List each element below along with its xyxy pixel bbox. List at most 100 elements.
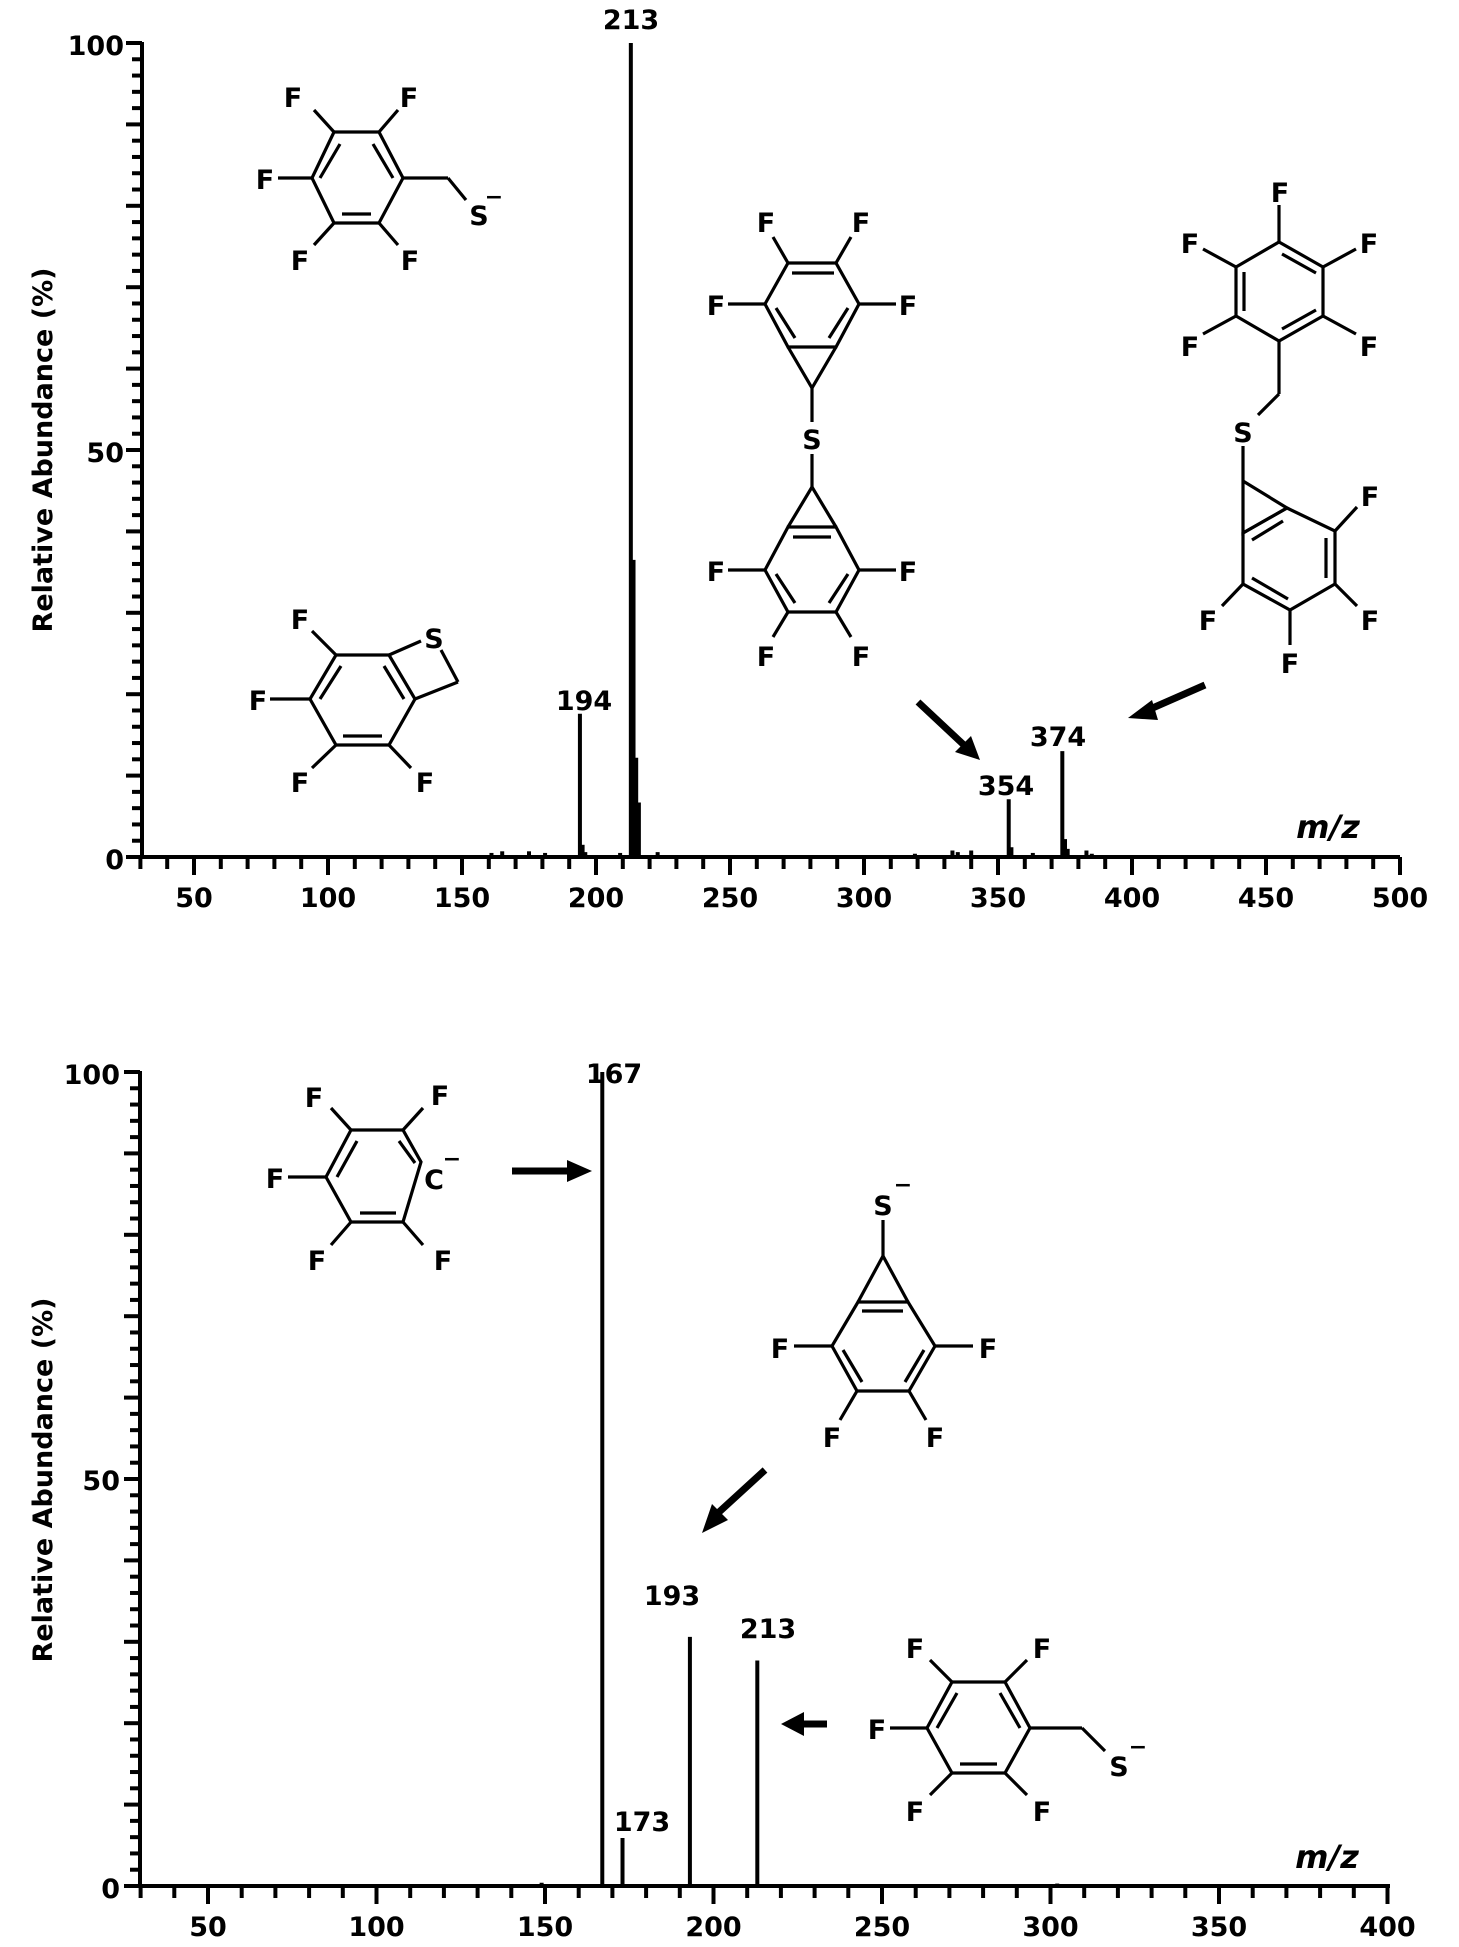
svg-text:F: F [291,246,309,277]
svg-text:F: F [305,1083,323,1114]
x-tick-label: 400 [1359,1912,1415,1943]
svg-text:F: F [256,165,274,196]
svg-text:S: S [802,425,821,456]
x-tick-label: 450 [1238,883,1294,914]
top-x-tick-labels: 50 100 150 200 250 300 350 400 450 500 [175,883,1428,914]
x-tick-label: 100 [300,883,356,914]
top-spectrum: Relative Abundance (%) 100 50 0 50 100 150… [28,5,1428,914]
svg-text:F: F [899,291,917,322]
svg-text:F: F [1033,1634,1051,1665]
svg-text:F: F [906,1797,924,1828]
arrow-to-354 [915,699,980,760]
svg-text:F: F [979,1334,997,1365]
svg-text:F: F [771,1334,789,1365]
svg-text:F: F [284,83,302,114]
svg-text:F: F [1361,482,1379,513]
svg-text:F: F [416,768,434,799]
top-y-label-0: 0 [105,845,124,876]
svg-text:−: − [894,1173,912,1198]
svg-text:F: F [926,1423,944,1454]
bottom-y-ticks [124,1070,140,1888]
svg-text:F: F [1199,606,1217,637]
x-tick-label: 50 [175,883,213,914]
svg-text:F: F [431,1081,449,1112]
svg-text:F: F [1271,178,1289,209]
bottom-spectrum: Relative Abundance (%) 100 50 0 50 100 150… [28,1059,1416,1943]
structure-pentafluorobenzyl-thiolate-top: F F F F F S − [256,83,503,277]
svg-text:S: S [1109,1752,1128,1783]
top-peak-label-354: 354 [978,771,1034,802]
top-peak-label-213: 213 [603,5,659,36]
svg-text:F: F [1360,229,1378,260]
svg-text:F: F [308,1246,326,1277]
structure-pentafluorophenyl-anion: F F F C − F F [266,1081,461,1277]
top-y-label-100: 100 [68,31,124,62]
structure-pentafluorobenzyl-thiolate-bottom: F F F F F S − [868,1634,1147,1828]
svg-text:F: F [291,605,309,636]
svg-text:F: F [1360,332,1378,363]
x-tick-label: 100 [348,1912,404,1943]
structure-bis-benzocyclopropenyl-sulfide: F F F F S F F F F [707,208,917,673]
structure-benzocyclopropenyl-thiolate: S − F F F F [771,1173,997,1454]
bottom-y-axis-title: Relative Abundance (%) [28,1298,59,1663]
x-tick-label: 150 [517,1912,573,1943]
svg-text:F: F [266,1164,284,1195]
x-tick-label: 50 [189,1912,227,1943]
svg-text:F: F [291,768,309,799]
svg-text:F: F [401,246,419,277]
top-y-ticks [126,41,142,859]
x-tick-label: 150 [434,883,490,914]
svg-text:F: F [1033,1797,1051,1828]
top-y-label-50: 50 [86,438,124,469]
bottom-peaks [539,1072,1060,1886]
svg-text:F: F [400,83,418,114]
structure-tetrafluorobenzothiete: F S F F F [249,605,460,799]
arrow-to-167 [512,1160,592,1182]
x-tick-label: 200 [685,1912,741,1943]
bottom-y-label-0: 0 [101,1874,120,1905]
x-tick-label: 350 [970,883,1026,914]
x-tick-label: 250 [854,1912,910,1943]
top-x-ticks [138,857,1402,875]
arrow-to-374 [1128,681,1207,720]
svg-text:F: F [1361,606,1379,637]
bottom-peak-label-173: 173 [614,1807,670,1838]
svg-text:S: S [1233,418,1252,449]
top-y-axis-title: Relative Abundance (%) [28,268,59,633]
svg-text:F: F [707,291,725,322]
top-peaks [489,43,1094,857]
bottom-peak-label-213: 213 [740,1614,796,1645]
arrow-to-213 [781,1712,827,1736]
x-tick-label: 300 [1022,1912,1078,1943]
svg-text:−: − [1129,1735,1147,1760]
bottom-x-tick-labels: 50 100 150 200 250 300 350 400 [189,1912,1415,1943]
svg-text:F: F [757,208,775,239]
svg-text:F: F [852,208,870,239]
svg-text:−: − [443,1147,461,1172]
svg-text:C: C [424,1165,444,1196]
svg-text:F: F [757,642,775,673]
svg-text:F: F [707,557,725,588]
svg-text:S: S [469,201,488,232]
svg-text:F: F [434,1246,452,1277]
top-x-axis-title: m/z [1296,808,1360,846]
arrow-to-193 [702,1467,768,1533]
svg-text:F: F [823,1423,841,1454]
x-tick-label: 200 [568,883,624,914]
svg-text:F: F [1281,649,1299,680]
x-tick-label: 400 [1104,883,1160,914]
top-peak-label-374: 374 [1030,722,1086,753]
svg-text:F: F [899,557,917,588]
bottom-y-label-50: 50 [82,1466,120,1497]
svg-text:F: F [852,642,870,673]
top-peak-label-194: 194 [556,686,612,717]
svg-text:F: F [868,1715,886,1746]
svg-text:F: F [1181,229,1199,260]
bottom-peak-label-167: 167 [586,1059,642,1090]
x-tick-label: 250 [702,883,758,914]
x-tick-label: 300 [836,883,892,914]
svg-text:F: F [1181,332,1199,363]
bottom-y-label-100: 100 [64,1060,120,1091]
svg-text:S: S [424,624,443,655]
